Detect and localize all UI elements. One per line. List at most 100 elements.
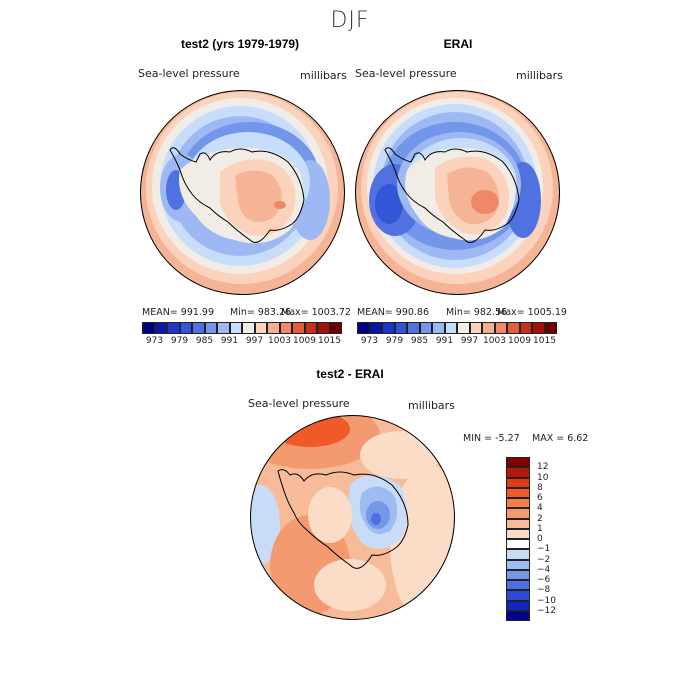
colorbar-tick-label: −1 (537, 544, 551, 555)
colorbar-tick-label: 4 (537, 503, 543, 514)
colorbar-swatch (506, 600, 530, 611)
panel1-coastline (169, 147, 305, 243)
colorbar-swatch (482, 322, 495, 334)
colorbar-swatch (506, 477, 530, 488)
colorbar-tick-label: −10 (537, 595, 556, 606)
panel1-colorbar-ticks: 973 979 985 991 997 1003 1009 1015 (142, 336, 342, 348)
colorbar-swatch (494, 322, 507, 334)
panel2-variable-label: Sea-level pressure (355, 67, 457, 80)
colorbar-swatch (507, 322, 520, 334)
colorbar-tick-label: 1003 (483, 336, 506, 346)
colorbar-swatch (419, 322, 432, 334)
colorbar-tick-label: 12 (537, 462, 549, 473)
panel1-title: test2 (yrs 1979-1979) (180, 37, 300, 51)
colorbar-swatch (506, 528, 530, 539)
panel1-units-label: millibars (300, 69, 347, 82)
panel2-map-border (355, 90, 560, 295)
panel1-variable-label: Sea-level pressure (138, 67, 240, 80)
colorbar-swatch (469, 322, 482, 334)
panel3-map-border (250, 415, 455, 620)
colorbar-tick-label: 985 (195, 336, 214, 346)
colorbar-swatch (506, 457, 530, 468)
colorbar-swatch (532, 322, 545, 334)
colorbar-swatch (444, 322, 457, 334)
panel2-coastline (384, 147, 520, 243)
colorbar-tick-label: −8 (537, 585, 551, 596)
colorbar-swatch (167, 322, 180, 334)
colorbar-tick-label: 2 (537, 513, 543, 524)
colorbar-tick-label: 973 (145, 336, 164, 346)
panel1-mean-stat: MEAN= 991.99 (142, 307, 215, 318)
panel3-polar-map (250, 415, 455, 620)
panel3-coastline (277, 469, 409, 569)
colorbar-tick-label: −12 (537, 605, 556, 616)
panel3-colorbar (506, 457, 530, 621)
colorbar-tick-label: 1 (537, 523, 543, 534)
panel3-title: test2 - ERAI (316, 367, 384, 381)
colorbar-tick-label: 1015 (318, 336, 341, 346)
colorbar-tick-label: 979 (170, 336, 189, 346)
panel3-contour-field (250, 415, 455, 620)
colorbar-tick-label: 979 (385, 336, 404, 346)
colorbar-swatch (506, 549, 530, 560)
colorbar-swatch (506, 487, 530, 498)
colorbar-swatch (544, 322, 557, 334)
colorbar-tick-label: −4 (537, 564, 551, 575)
colorbar-swatch (329, 322, 342, 334)
colorbar-swatch (357, 322, 370, 334)
panel1-contour-field (140, 90, 345, 295)
panel1-colorbar (142, 322, 342, 334)
colorbar-tick-label: 10 (537, 472, 549, 483)
colorbar-tick-label: 0 (537, 534, 543, 544)
panel1-polar-map (140, 90, 345, 295)
panel3-units-label: millibars (408, 399, 455, 412)
panel2-units-label: millibars (516, 69, 563, 82)
colorbar-swatch (506, 467, 530, 478)
panel3-variable-label: Sea-level pressure (248, 397, 350, 410)
colorbar-swatch (369, 322, 382, 334)
colorbar-tick-label: 985 (410, 336, 429, 346)
colorbar-swatch (506, 508, 530, 519)
colorbar-tick-label: −6 (537, 575, 551, 585)
colorbar-swatch (506, 559, 530, 570)
colorbar-tick-label: 1009 (508, 336, 531, 346)
colorbar-swatch (407, 322, 420, 334)
colorbar-tick-label: 991 (435, 336, 454, 346)
colorbar-swatch (279, 322, 292, 334)
colorbar-swatch (304, 322, 317, 334)
panel3-min-stat: MIN = -5.27 (463, 433, 520, 444)
colorbar-swatch (142, 322, 155, 334)
panel2-colorbar-ticks: 973 979 985 991 997 1003 1009 1015 (357, 336, 557, 348)
colorbar-swatch (457, 322, 470, 334)
colorbar-swatch (317, 322, 330, 334)
panel2-title: ERAI (443, 37, 473, 51)
colorbar-tick-label: −2 (537, 554, 551, 565)
colorbar-swatch (179, 322, 192, 334)
colorbar-swatch (242, 322, 255, 334)
colorbar-tick-label: 997 (460, 336, 479, 346)
panel3-max-stat: MAX = 6.62 (532, 433, 589, 444)
panel1-min-stat: Min= 983.26 (230, 307, 292, 318)
colorbar-tick-label: 991 (220, 336, 239, 346)
colorbar-swatch (254, 322, 267, 334)
panel1-map-border (140, 90, 345, 295)
colorbar-swatch (506, 518, 530, 529)
colorbar-tick-label: 6 (537, 493, 543, 503)
colorbar-tick-label: 1015 (533, 336, 556, 346)
colorbar-swatch (292, 322, 305, 334)
colorbar-swatch (506, 610, 530, 621)
colorbar-swatch (229, 322, 242, 334)
colorbar-swatch (506, 498, 530, 509)
colorbar-swatch (519, 322, 532, 334)
colorbar-swatch (506, 590, 530, 601)
panel2-polar-map (355, 90, 560, 295)
panel2-colorbar (357, 322, 557, 334)
panel2-mean-stat: MEAN= 990.86 (357, 307, 430, 318)
colorbar-swatch (506, 580, 530, 591)
panel2-contour-field (355, 90, 560, 295)
colorbar-swatch (506, 539, 530, 550)
colorbar-swatch (432, 322, 445, 334)
colorbar-swatch (394, 322, 407, 334)
panel2-max-stat: Max= 1005.19 (497, 307, 567, 318)
page-title: DJF (330, 8, 370, 33)
